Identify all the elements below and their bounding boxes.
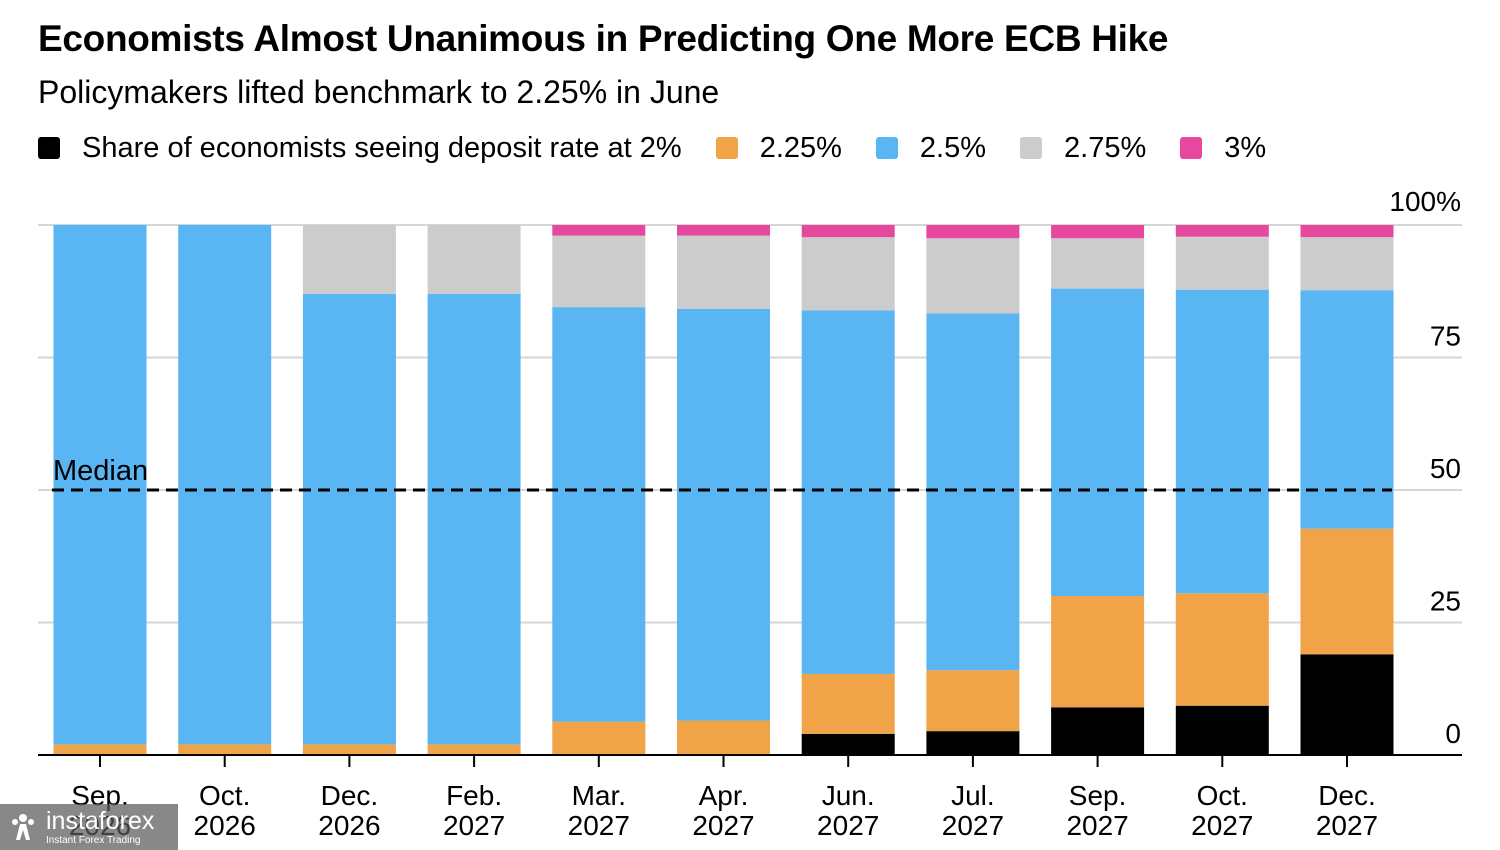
bar-segment <box>801 237 895 311</box>
legend: Share of economists seeing deposit rate … <box>38 128 1300 168</box>
bar-segment <box>1051 707 1145 755</box>
bar-segment <box>1175 225 1269 237</box>
bar-segment <box>677 308 770 721</box>
y-tick-label: 75 <box>1430 321 1461 352</box>
x-tick-label: Jun. <box>822 780 875 811</box>
x-tick-label: 2026 <box>318 810 380 841</box>
x-tick-label: 2027 <box>817 810 879 841</box>
bar-segment <box>677 235 770 309</box>
bar-segment <box>1175 593 1269 706</box>
bar-segment <box>801 673 895 734</box>
legend-swatch <box>1180 137 1203 159</box>
bar-segment <box>302 744 396 755</box>
legend-item-2-25pct: 2.25% <box>715 131 842 165</box>
bar-segment <box>302 225 396 294</box>
x-tick-label: 2027 <box>443 810 505 841</box>
legend-swatch <box>1020 137 1043 159</box>
bar-segment <box>1300 290 1394 529</box>
x-tick-label: Apr. <box>699 780 749 811</box>
bar-segment <box>926 313 1020 671</box>
chart-subtitle: Policymakers lifted benchmark to 2.25% i… <box>38 74 720 110</box>
x-tick-label: 2027 <box>1191 810 1253 841</box>
bar-segment <box>552 235 646 308</box>
bar-segment <box>926 670 1020 732</box>
bar-segment <box>53 744 147 755</box>
x-tick-label: Sep. <box>1069 780 1127 811</box>
x-tick-label: 2027 <box>1316 810 1378 841</box>
y-tick-label: 100% <box>1389 186 1461 217</box>
bar-segment <box>427 744 521 755</box>
legend-swatch <box>875 137 898 159</box>
legend-label: 2.75% <box>1064 131 1147 164</box>
bar-segment <box>677 225 770 236</box>
x-tick-label: Jul. <box>951 780 995 811</box>
x-tick-label: Mar. <box>572 780 626 811</box>
x-tick-label: 2027 <box>692 810 754 841</box>
x-tick-label: 2027 <box>568 810 630 841</box>
median-label: Median <box>53 455 148 487</box>
bar-segment <box>926 731 1020 755</box>
bar-segment <box>178 744 272 755</box>
watermark: instaforex Instant Forex Trading <box>0 804 178 850</box>
x-tick-label: Oct. <box>199 780 250 811</box>
bar-segment <box>1175 289 1269 594</box>
x-tick-label: Dec. <box>321 780 379 811</box>
bar-segment <box>178 225 272 745</box>
x-tick-label: 2027 <box>1066 810 1128 841</box>
legend-item-2-75pct: 2.75% <box>1020 132 1146 165</box>
legend-label: 3% <box>1224 131 1267 164</box>
legend-label: Share of economists seeing deposit rate … <box>82 131 682 164</box>
legend-label: 2.25% <box>759 131 842 164</box>
bar-segment <box>1300 237 1394 291</box>
bar-segment <box>1300 225 1394 238</box>
watermark-brand: instaforex <box>46 806 155 835</box>
bar-segment <box>926 225 1020 239</box>
x-tick-label: Feb. <box>446 780 502 811</box>
legend-swatch <box>38 137 60 159</box>
bar-segment <box>926 238 1020 314</box>
bar-segment <box>302 293 396 745</box>
legend-item-2-5pct: 2.5% <box>875 131 987 165</box>
instaforex-logo-icon <box>12 814 34 840</box>
x-tick-label: 2026 <box>194 810 256 841</box>
bar-segment <box>552 225 646 236</box>
bar-segment <box>1051 225 1145 239</box>
legend-label: 2.5% <box>919 131 987 164</box>
y-tick-label: 50 <box>1430 453 1461 484</box>
bar-segment <box>1300 528 1394 655</box>
bar-segment <box>677 720 770 755</box>
bar-segment <box>1051 238 1145 289</box>
y-tick-label: 25 <box>1430 586 1461 617</box>
bar-segment <box>427 225 521 294</box>
bar-segment <box>552 721 646 755</box>
bar-segment <box>552 307 646 722</box>
bar-segment <box>801 733 895 755</box>
bar-segment <box>1051 288 1145 596</box>
legend-item-3pct: 3% <box>1180 132 1266 165</box>
x-tick-label: Oct. <box>1197 780 1248 811</box>
y-tick-label: 0 <box>1445 718 1461 749</box>
watermark-tagline: Instant Forex Trading <box>46 834 141 846</box>
x-tick-label: Dec. <box>1318 780 1376 811</box>
bar-segment <box>1175 705 1269 755</box>
bar-segment <box>427 293 521 745</box>
bar-segment <box>801 225 895 238</box>
bar-segment <box>1300 654 1394 755</box>
bar-segment <box>801 310 895 674</box>
bar-segment <box>1175 236 1269 290</box>
x-tick-label: 2027 <box>942 810 1004 841</box>
bar-segment <box>53 225 147 745</box>
bar-segment <box>1051 596 1145 708</box>
legend-swatch <box>715 137 738 159</box>
legend-item-2pct: Share of economists seeing deposit rate … <box>38 132 682 165</box>
chart-title: Economists Almost Unanimous in Predictin… <box>38 18 1169 59</box>
